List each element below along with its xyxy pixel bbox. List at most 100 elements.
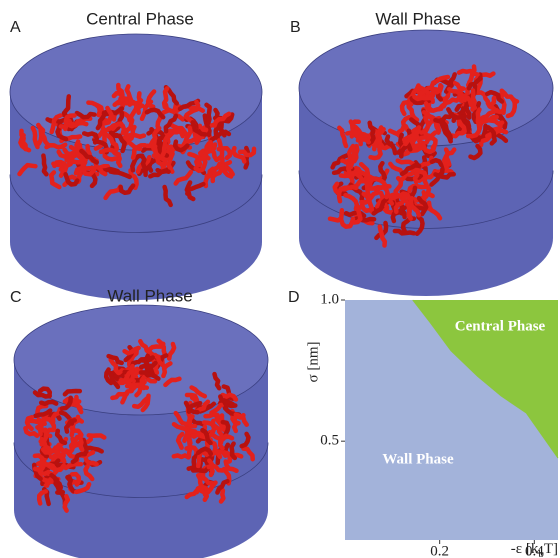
phase-diagram: Central Phase Wall Phase 1.0 0.5 0.2 0.4 σ [nm…	[305, 291, 559, 558]
polymer	[440, 121, 453, 144]
polymer	[151, 138, 163, 161]
polymer	[86, 100, 103, 118]
polymer	[217, 433, 229, 451]
polymer	[130, 142, 148, 160]
polymer	[78, 432, 85, 453]
polymer	[63, 418, 77, 434]
polymer	[54, 428, 68, 446]
x-label-sub: b	[538, 548, 544, 558]
polymer	[327, 208, 345, 223]
polymer	[32, 390, 52, 399]
polymer	[95, 111, 111, 131]
cylinder-rim	[9, 174, 263, 233]
polymer	[84, 445, 104, 454]
panel-label: C	[10, 289, 22, 306]
polymer	[61, 94, 72, 118]
polymer	[368, 176, 388, 189]
polymer	[118, 183, 136, 196]
panel-title: Wall Phase	[375, 9, 460, 28]
polymer	[473, 123, 488, 144]
polymer	[162, 184, 173, 208]
polymer	[456, 68, 480, 77]
x-label-main: -ε [k	[511, 541, 539, 557]
polymer	[17, 162, 38, 177]
polymer	[374, 184, 390, 200]
polymer	[106, 353, 124, 366]
polymer	[243, 145, 250, 170]
cylinder-rim	[13, 442, 269, 498]
polymer	[186, 414, 198, 429]
polymer	[126, 366, 140, 385]
polymer	[83, 453, 99, 467]
polymer	[351, 128, 371, 145]
polymer	[366, 124, 376, 147]
polymer	[193, 156, 208, 174]
polymer	[74, 110, 97, 120]
panel-label: D	[288, 289, 300, 306]
polymer	[70, 451, 88, 465]
polymer	[190, 465, 211, 474]
polymer	[408, 195, 422, 218]
polymer	[139, 154, 148, 178]
polymer	[416, 195, 429, 217]
polymer	[212, 371, 222, 391]
polymer	[339, 216, 356, 229]
polymer	[424, 135, 438, 150]
polymer	[62, 388, 83, 397]
polymer	[86, 433, 107, 440]
polymer	[209, 129, 232, 142]
polymer	[463, 96, 472, 120]
polymer	[392, 228, 417, 236]
polymer	[423, 101, 444, 113]
polymer	[164, 128, 185, 139]
polymer	[128, 168, 139, 191]
polymer	[102, 131, 120, 152]
polymer	[158, 145, 177, 162]
polymer	[100, 121, 124, 133]
polymer	[223, 459, 239, 474]
polymer	[485, 128, 509, 139]
polymer	[332, 181, 343, 204]
polymer	[103, 367, 114, 386]
polymer	[429, 74, 451, 89]
polymer	[59, 395, 73, 411]
polymer	[393, 193, 408, 214]
polymer	[41, 153, 49, 177]
polymer	[108, 370, 121, 390]
polymer	[49, 113, 63, 135]
polymer	[201, 420, 221, 431]
polymer	[230, 145, 247, 164]
polymer	[35, 459, 56, 469]
panel-label: A	[10, 19, 21, 36]
polymer	[123, 132, 147, 141]
polymer	[393, 175, 404, 198]
polymer	[197, 485, 210, 503]
polymer	[102, 105, 114, 126]
polymer	[173, 169, 194, 186]
polymer	[441, 147, 451, 171]
polymer	[63, 172, 80, 187]
polymer	[202, 113, 212, 138]
polymer	[384, 134, 398, 156]
polymer	[171, 453, 191, 460]
polymer	[330, 153, 350, 170]
polymer	[160, 134, 170, 159]
polymer	[204, 102, 212, 126]
polymer	[481, 117, 505, 126]
polymer	[138, 370, 158, 379]
central-region	[412, 300, 558, 459]
polymer	[98, 147, 122, 157]
polymer	[336, 184, 359, 196]
polymer	[190, 120, 208, 137]
polymer	[138, 338, 153, 355]
polymer	[172, 139, 190, 153]
polymer	[446, 87, 467, 103]
panel-title: Central Phase	[86, 9, 194, 28]
polymer	[32, 466, 51, 477]
polymer	[403, 127, 421, 147]
polymer	[414, 214, 425, 237]
polymer	[364, 176, 373, 200]
polymer	[446, 107, 467, 120]
polymer	[186, 400, 203, 414]
polymer	[140, 393, 151, 413]
